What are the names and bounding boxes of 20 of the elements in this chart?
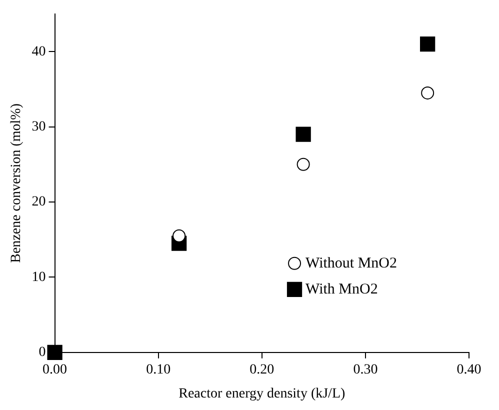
y-axis-title: Benzene conversion (mol%) [9,103,24,263]
y-tick-label: 40 [32,44,46,60]
point [296,158,310,171]
point [421,86,434,100]
x-tick-label: 0.10 [146,362,171,378]
point [296,126,311,142]
x-axis-title: Reactor energy density (kJ/L) [178,386,346,402]
y-tick-label: 10 [32,270,46,285]
point [47,344,62,360]
legend-label: With MnO2 [306,281,378,298]
x-tick-label: 0.40 [456,362,482,378]
point [172,229,186,242]
x-tick-label: 0.30 [353,362,378,378]
y-tick-label: 0 [38,345,46,360]
x-tick-label: 0.00 [42,362,68,378]
legend-label: Without MnO2 [306,255,398,272]
y-tick-label: 30 [32,119,46,134]
point [420,36,436,52]
x-tick-label: 0.20 [250,362,274,378]
y-tick-label: 20 [32,194,46,210]
